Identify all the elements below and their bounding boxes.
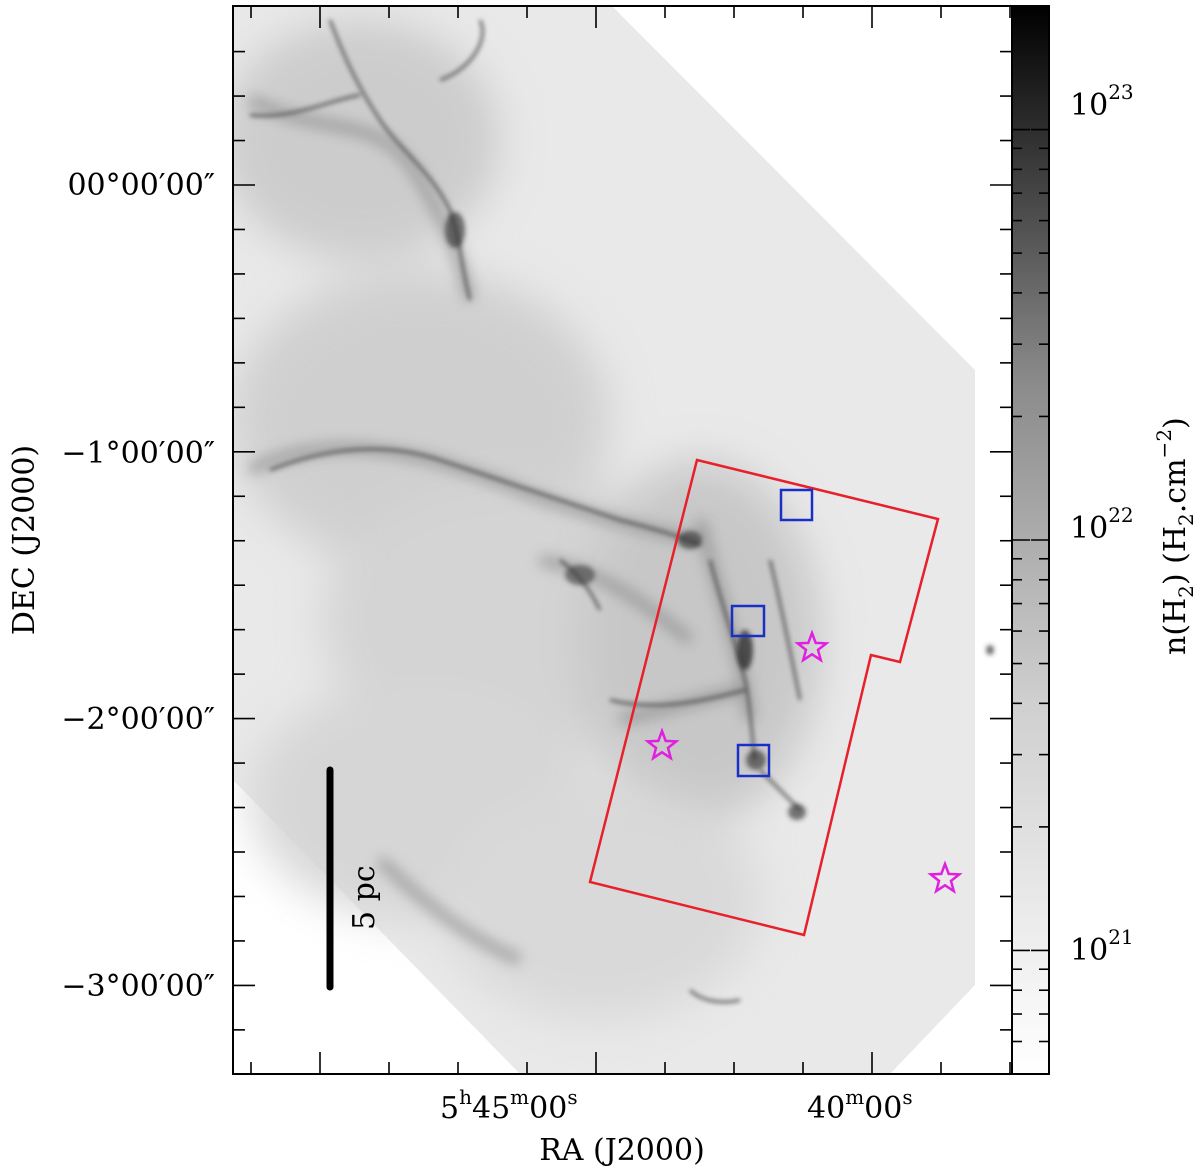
axis-ticks	[233, 6, 1012, 1074]
colorbar-tick-labels: 1021 1022 1023	[1070, 80, 1134, 968]
star-marker	[794, 629, 830, 663]
core-box	[730, 604, 766, 638]
y-axis-label: DEC (J2000)	[7, 445, 42, 635]
colorbar: 1021 1022 1023 n(H2) (H2.cm−2)	[1011, 5, 1198, 1075]
svg-text:1023: 1023	[1070, 80, 1134, 123]
core-box	[779, 488, 814, 522]
stars	[644, 629, 963, 894]
scale-bar-label: 5 pc	[347, 865, 382, 930]
colorbar-ticks	[1012, 128, 1049, 1075]
core-box	[736, 743, 771, 778]
y-tick-label: 00°00′00″	[67, 168, 215, 203]
star-marker	[644, 727, 680, 761]
svg-text:1021: 1021	[1070, 925, 1134, 968]
map-image	[233, 6, 994, 1074]
core-boxes	[730, 488, 814, 778]
y-tick-labels: 00°00′00″ −1°00′00″ −2°00′00″ −3°00′00″	[61, 168, 215, 1004]
svg-text:40m00s: 40m00s	[807, 1085, 913, 1126]
y-tick-label: −1°00′00″	[61, 436, 215, 471]
x-tick-label-1: 5h45m00s	[440, 1085, 578, 1126]
svg-text:1022: 1022	[1070, 503, 1134, 546]
x-tick-label-2: 40m00s	[807, 1085, 913, 1126]
y-tick-label: −3°00′00″	[61, 969, 215, 1004]
y-tick-label: −2°00′00″	[61, 702, 215, 737]
svg-text:5h45m00s: 5h45m00s	[440, 1085, 578, 1126]
star-marker	[927, 860, 963, 894]
x-axis-label: RA (J2000)	[539, 1133, 705, 1168]
region-outline	[588, 458, 940, 937]
colorbar-label: n(H2) (H2.cm−2)	[1152, 417, 1198, 655]
